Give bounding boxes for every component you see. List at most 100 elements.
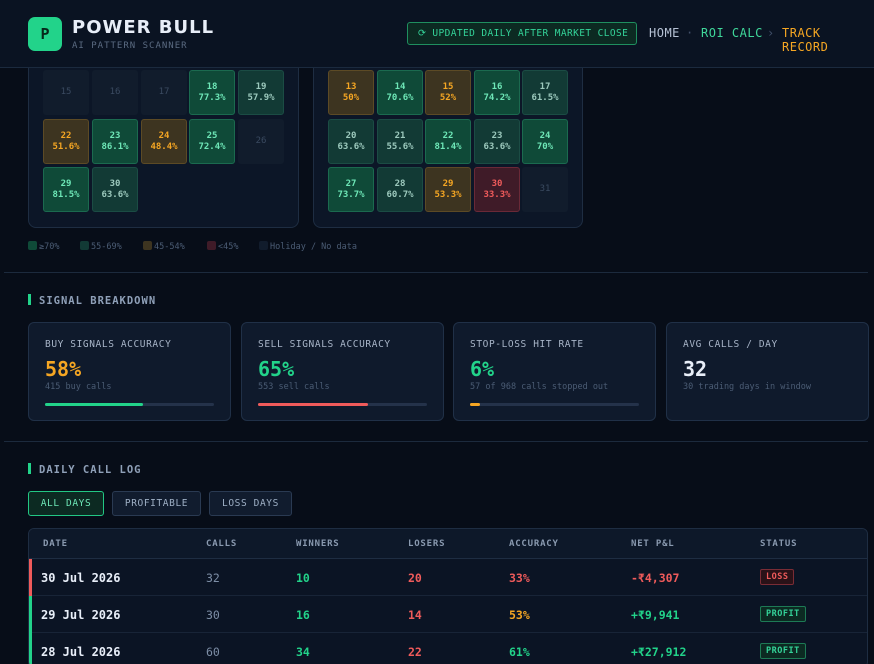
calendar-day-cell[interactable]: 29 81.5% [43, 167, 89, 212]
calendar-day-cell[interactable]: 26 [238, 119, 284, 164]
calendar-day-cell[interactable]: 15 52% [425, 70, 471, 115]
calendar-day-cell[interactable]: 30 63.6% [92, 167, 138, 212]
nav-track-record-link[interactable]: TRACK RECORD [782, 26, 829, 54]
calendar-day-cell[interactable]: 22 81.4% [425, 119, 471, 164]
stat-value: 65% [258, 357, 295, 381]
stat-value: 6% [470, 357, 495, 381]
logo-icon[interactable]: P [28, 17, 62, 51]
col-accuracy[interactable]: ACCURACY [509, 539, 559, 549]
calendar-day-number: 25 [206, 131, 218, 141]
cell-net-pnl: +₹9,941 [631, 608, 680, 622]
brand-tagline: AI PATTERN SCANNER [72, 41, 188, 51]
table-row[interactable]: 29 Jul 2026 30 16 14 53% +₹9,941 PROFIT [29, 596, 867, 633]
calendar-day-cell[interactable]: 16 74.2% [474, 70, 520, 115]
calendar-day-cell[interactable]: 24 70% [522, 119, 568, 164]
calendar-day-number: 17 [539, 82, 551, 92]
sell-accuracy-card: SELL SIGNALS ACCURACY 65% 553 sell calls [241, 322, 444, 421]
calendar-day-accuracy: 86.1% [101, 142, 129, 152]
calendar-day-number: 16 [109, 87, 121, 97]
calendar-day-accuracy: 52% [439, 93, 457, 103]
calendar-day-accuracy: 74.2% [483, 93, 511, 103]
nav-roi-calc-link[interactable]: ROI CALC [701, 26, 763, 40]
calendar-day-cell[interactable]: 30 33.3% [474, 167, 520, 212]
legend-swatch [143, 241, 152, 250]
calendar-day-cell[interactable]: 14 70.6% [377, 70, 423, 115]
calendar-day-number: 14 [394, 82, 406, 92]
legend-label: 55-69% [91, 242, 122, 252]
filter-loss-days-button[interactable]: LOSS DAYS [209, 491, 292, 516]
calendar-day-cell[interactable]: 20 63.6% [328, 119, 374, 164]
calendar-day-cell[interactable]: 23 86.1% [92, 119, 138, 164]
nav-home-link[interactable]: HOME [649, 26, 680, 40]
section-accent-bar [28, 463, 31, 474]
calendar-day-accuracy: 81.5% [52, 190, 80, 200]
calendar-day-number: 30 [491, 179, 503, 189]
accuracy-calendar-current-month: 13 50% 14 70.6% 15 52% 16 74.2% 17 61.5% 20 63.6% 21… [313, 40, 583, 228]
filter-profitable-button[interactable]: PROFITABLE [112, 491, 201, 516]
avg-calls-card: AVG CALLS / DAY 32 30 trading days in wind… [666, 322, 869, 421]
calendar-day-cell[interactable]: 17 [141, 70, 187, 115]
stat-progress-bar [470, 403, 639, 406]
stat-value: 32 [683, 357, 708, 381]
calendar-day-number: 13 [345, 82, 357, 92]
filter-all-days-button[interactable]: ALL DAYS [28, 491, 104, 516]
calendar-day-cell[interactable]: 29 53.3% [425, 167, 471, 212]
cell-net-pnl: +₹27,912 [631, 645, 687, 659]
stat-progress-fill [45, 403, 144, 406]
col-calls[interactable]: CALLS [206, 539, 238, 549]
calendar-day-cell[interactable]: 28 60.7% [377, 167, 423, 212]
table-row[interactable]: 30 Jul 2026 32 10 20 33% -₹4,307 LOSS [29, 559, 867, 596]
calendar-day-cell[interactable]: 23 63.6% [474, 119, 520, 164]
calendar-day-cell[interactable]: 22 51.6% [43, 119, 89, 164]
calendar-day-number: 15 [442, 82, 454, 92]
table-row[interactable]: 28 Jul 2026 60 34 22 61% +₹27,912 PROFIT [29, 633, 867, 664]
cell-date: 29 Jul 2026 [41, 608, 121, 622]
calendar-day-cell[interactable]: 16 [92, 70, 138, 115]
cell-net-pnl: -₹4,307 [631, 571, 680, 585]
cell-winners: 10 [296, 571, 310, 585]
row-status-edge [29, 559, 32, 596]
section-divider [4, 272, 868, 273]
calendar-day-accuracy: 51.6% [52, 142, 80, 152]
calendar-day-accuracy: 72.4% [198, 142, 226, 152]
calendar-day-number: 29 [442, 179, 454, 189]
col-losers[interactable]: LOSERS [408, 539, 446, 549]
calendar-day-cell[interactable]: 25 72.4% [189, 119, 235, 164]
call-log-table: DATE CALLS WINNERS LOSERS ACCURACY NET P… [28, 528, 868, 664]
col-status[interactable]: STATUS [760, 539, 798, 549]
calendar-day-accuracy: 57.9% [247, 93, 275, 103]
calendar-day-accuracy: 63.6% [337, 142, 365, 152]
cell-accuracy: 33% [509, 571, 530, 585]
calendar-day-number: 17 [158, 87, 170, 97]
legend-item: ≥70% [28, 241, 59, 252]
brand-name: POWER BULL [72, 17, 215, 38]
cell-losers: 22 [408, 645, 422, 659]
calendar-day-cell[interactable]: 27 73.7% [328, 167, 374, 212]
daily-call-log-title: DAILY CALL LOG [39, 464, 142, 476]
calendar-day-number: 19 [255, 82, 267, 92]
calendar-day-cell[interactable]: 18 77.3% [189, 70, 235, 115]
calendar-day-cell[interactable]: 21 55.6% [377, 119, 423, 164]
daily-call-log-heading: DAILY CALL LOG [28, 463, 142, 476]
calendar-day-cell[interactable]: 17 61.5% [522, 70, 568, 115]
stat-subtext: 415 buy calls [45, 382, 112, 392]
calendar-day-number: 24 [158, 131, 170, 141]
stat-progress-fill [258, 403, 368, 406]
stat-subtext: 30 trading days in window [683, 382, 811, 392]
calendar-day-cell[interactable]: 15 [43, 70, 89, 115]
calendar-day-cell[interactable]: 19 57.9% [238, 70, 284, 115]
calendar-day-cell[interactable]: 13 50% [328, 70, 374, 115]
calendar-day-cell[interactable]: 31 [522, 167, 568, 212]
calendar-day-accuracy: 50% [342, 93, 360, 103]
cell-accuracy: 61% [509, 645, 530, 659]
col-winners[interactable]: WINNERS [296, 539, 340, 549]
calendar-day-number: 23 [491, 131, 503, 141]
stat-label: BUY SIGNALS ACCURACY [45, 339, 172, 350]
calendar-day-number: 23 [109, 131, 121, 141]
col-date[interactable]: DATE [43, 539, 68, 549]
cell-losers: 20 [408, 571, 422, 585]
col-net-pnl[interactable]: NET P&L [631, 539, 675, 549]
legend-item: 55-69% [80, 241, 122, 252]
stat-label: SELL SIGNALS ACCURACY [258, 339, 391, 350]
calendar-day-cell[interactable]: 24 48.4% [141, 119, 187, 164]
